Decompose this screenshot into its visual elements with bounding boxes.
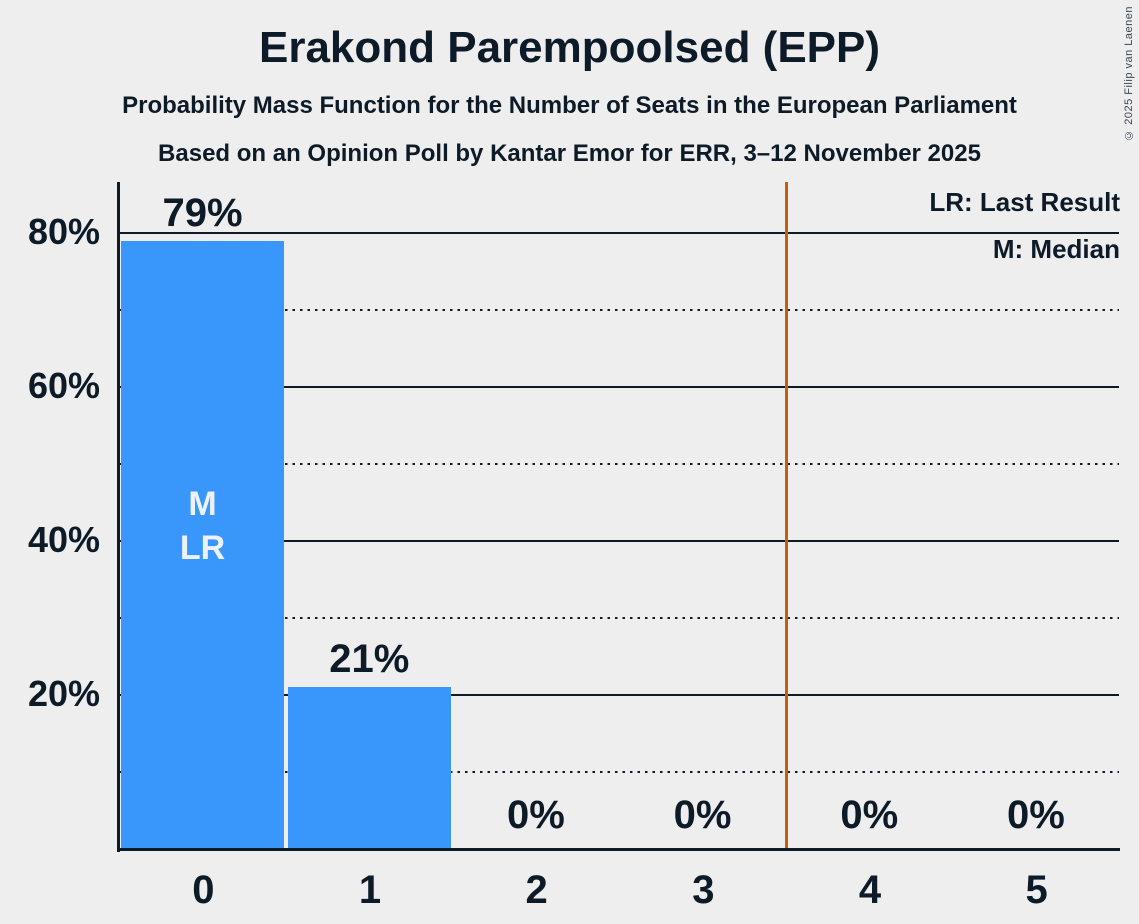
plot-area: 79% M LR 21% 0% 0% 0% 0% <box>117 182 1120 852</box>
x-tick-label: 1 <box>358 868 382 912</box>
chart-subtitle-line2: Based on an Opinion Poll by Kantar Emor … <box>158 140 981 167</box>
chart-subtitle-line1: Probability Mass Function for the Number… <box>122 92 1017 119</box>
bar-value-label: 21% <box>329 637 410 682</box>
gridline-solid <box>120 540 1119 542</box>
legend-median: M: Median <box>992 234 1120 264</box>
y-tick-label: 60% <box>27 365 100 406</box>
gridline-solid <box>120 694 1119 696</box>
x-tick-label: 5 <box>1025 868 1048 912</box>
bar-seats-0 <box>121 240 285 849</box>
y-tick-label: 80% <box>27 211 100 252</box>
x-tick-label: 2 <box>525 868 548 912</box>
x-tick-label: 4 <box>858 868 882 912</box>
chart-title: Erakond Parempoolsed (EPP) <box>258 23 881 72</box>
gridline-dotted <box>120 617 1119 619</box>
y-tick-label: 20% <box>27 673 100 714</box>
bar-annotation-line: LR <box>179 529 226 567</box>
y-tick-label: 40% <box>27 519 100 560</box>
y-axis-line <box>117 182 120 852</box>
gridline-solid <box>120 232 1119 234</box>
bar-seats-1 <box>287 687 451 849</box>
x-tick-label: 0 <box>192 868 215 912</box>
bar-value-label: 0% <box>1007 793 1065 837</box>
bar-value-label: 0% <box>840 793 899 837</box>
gridline-dotted <box>120 309 1119 311</box>
x-axis-line <box>117 848 1120 851</box>
copyright-notice: © 2025 Filip van Laenen <box>1123 6 1135 141</box>
x-tick-label: 3 <box>692 868 715 912</box>
gridline-solid <box>120 386 1119 388</box>
bar-value-label: 0% <box>673 793 732 837</box>
gridline-dotted <box>120 771 1119 773</box>
bar-annotation-median-lastresult: M LR <box>121 482 284 570</box>
bar-value-label: 0% <box>507 793 565 837</box>
bar-annotation-line: M <box>188 485 217 523</box>
legend-last-result: LR: Last Result <box>929 187 1120 217</box>
threshold-line <box>785 182 789 849</box>
gridline-dotted <box>120 463 1119 465</box>
bar-value-label: 79% <box>162 190 243 235</box>
